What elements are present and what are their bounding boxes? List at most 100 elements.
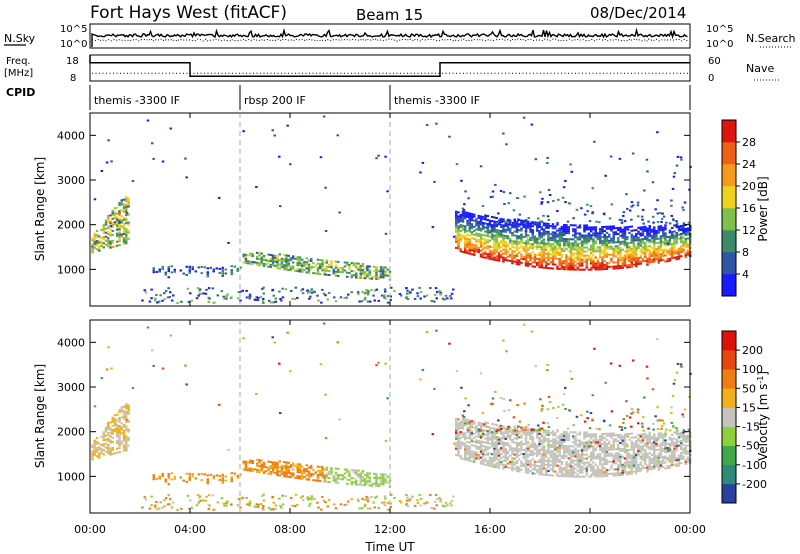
velocity-cell bbox=[188, 472, 191, 475]
power-cell bbox=[610, 259, 613, 262]
velocity-cell bbox=[125, 415, 128, 418]
power-cell bbox=[466, 211, 469, 214]
power-cell bbox=[515, 255, 519, 257]
velocity-cell bbox=[617, 448, 620, 451]
velocity-cell bbox=[630, 440, 633, 443]
velocity-cell bbox=[346, 478, 349, 481]
velocity-cell bbox=[283, 461, 286, 464]
power-cell bbox=[466, 252, 469, 255]
power-cell bbox=[513, 234, 516, 237]
freq-tick-bottom: 8 bbox=[70, 73, 76, 84]
velocity-cell bbox=[515, 429, 519, 432]
power-cell bbox=[630, 205, 633, 208]
power-cell bbox=[504, 247, 507, 249]
power-cell bbox=[594, 242, 597, 245]
power-cell bbox=[556, 257, 559, 260]
power-cell bbox=[572, 244, 575, 247]
power-cell bbox=[122, 206, 126, 209]
velocity-cell bbox=[626, 471, 629, 474]
power-cell bbox=[495, 251, 498, 254]
power-cell bbox=[477, 224, 480, 227]
velocity-cell bbox=[102, 439, 105, 442]
power-cell bbox=[467, 197, 470, 200]
velocity-cell bbox=[343, 476, 347, 479]
power-cell bbox=[574, 236, 577, 239]
power-cell bbox=[662, 234, 665, 237]
velocity-cell bbox=[368, 472, 371, 475]
power-cell bbox=[608, 233, 611, 236]
velocity-cell bbox=[644, 455, 647, 457]
velocity-cell bbox=[493, 449, 496, 452]
power-cell bbox=[271, 258, 275, 261]
velocity-cell bbox=[531, 458, 534, 461]
velocity-cell bbox=[144, 498, 148, 501]
velocity-cell bbox=[111, 448, 114, 451]
velocity-cell bbox=[116, 419, 119, 422]
power-cell bbox=[672, 175, 676, 178]
velocity-cell bbox=[636, 408, 640, 411]
power-cell bbox=[466, 230, 469, 232]
power-cell bbox=[567, 228, 570, 231]
power-cell bbox=[473, 219, 476, 222]
power-cell bbox=[314, 272, 317, 275]
power-cell bbox=[545, 264, 548, 267]
power-cell bbox=[598, 221, 601, 224]
velocity-cell bbox=[486, 434, 489, 437]
power-cell bbox=[527, 220, 530, 223]
velocity-cell bbox=[118, 443, 121, 446]
power-cell bbox=[554, 249, 557, 252]
velocity-cell bbox=[524, 426, 528, 428]
velocity-cell bbox=[122, 445, 126, 448]
velocity-cell bbox=[628, 438, 631, 441]
power-cell bbox=[314, 264, 317, 267]
velocity-cell bbox=[486, 426, 489, 428]
velocity-cell bbox=[594, 441, 597, 444]
power-cell bbox=[504, 243, 507, 245]
power-cell bbox=[313, 291, 316, 294]
velocity-cell bbox=[495, 446, 498, 449]
velocity-cell bbox=[576, 455, 579, 458]
power-cell bbox=[599, 248, 602, 251]
velocity-cell bbox=[585, 453, 588, 456]
velocity-cell bbox=[592, 469, 595, 472]
power-cell bbox=[377, 299, 380, 302]
power-cell bbox=[536, 243, 539, 246]
velocity-cell bbox=[301, 471, 304, 474]
power-cell bbox=[554, 247, 557, 250]
velocity-cell bbox=[686, 434, 690, 437]
velocity-cell bbox=[307, 472, 311, 475]
velocity-cell bbox=[592, 455, 595, 458]
velocity-cell bbox=[682, 447, 685, 450]
velocity-cell bbox=[330, 469, 333, 472]
velocity-cell bbox=[646, 464, 649, 467]
velocity-cell bbox=[332, 479, 335, 482]
power-cell bbox=[158, 268, 161, 271]
velocity-cell bbox=[560, 442, 564, 445]
velocity-cell bbox=[542, 465, 546, 468]
velocity-cell bbox=[563, 451, 566, 454]
power-cell bbox=[419, 171, 422, 174]
velocity-cell bbox=[583, 420, 587, 423]
velocity-cell bbox=[639, 451, 642, 454]
power-cell bbox=[538, 266, 541, 269]
power-cell bbox=[102, 236, 105, 239]
power-cell bbox=[511, 260, 514, 263]
power-cell bbox=[468, 230, 471, 233]
power-cell bbox=[622, 211, 626, 214]
power-cell bbox=[646, 233, 649, 236]
velocity-cell bbox=[540, 443, 543, 446]
velocity-cell bbox=[383, 495, 387, 498]
velocity-cell bbox=[497, 454, 501, 457]
power-cell bbox=[554, 257, 557, 260]
power-cell bbox=[509, 247, 512, 250]
power-cell bbox=[639, 238, 642, 241]
velocity-cell bbox=[470, 456, 474, 459]
power-cell bbox=[617, 227, 620, 229]
power-cell bbox=[665, 221, 668, 224]
velocity-cell bbox=[569, 431, 573, 434]
power-cell bbox=[542, 266, 546, 269]
velocity-cell bbox=[583, 467, 586, 470]
velocity-cell bbox=[576, 465, 579, 468]
power-cell bbox=[586, 210, 589, 213]
